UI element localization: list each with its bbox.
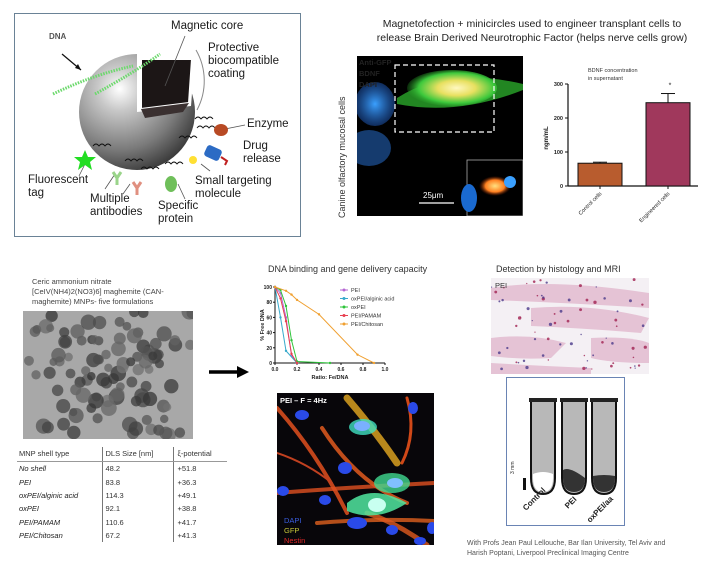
svg-text:1.0: 1.0 — [382, 367, 389, 373]
nanoparticle-illustration — [52, 35, 246, 200]
legend-nestin: Nestin — [284, 536, 306, 545]
legend-dapi: DAPI — [359, 80, 377, 89]
acknowledgement-credit: With Profs Jean Paul Lellouche, Bar Ilan… — [467, 540, 666, 557]
table-header-row: MNP shell type DLS Size [nm] ξ-potential — [17, 447, 227, 462]
legend-dapi: DAPI — [284, 516, 302, 525]
neuron-fluorescence-micrograph: PEI – F = 4Hz DAPI GFP Nestin — [277, 393, 434, 545]
header-dls-size: DLS Size [nm] — [101, 447, 174, 462]
svg-text:0.8: 0.8 — [360, 367, 367, 373]
enzyme-label: Enzyme — [247, 118, 289, 130]
micrograph-y-label: Canine olfactory mucosal cells — [337, 96, 347, 218]
svg-text:Control cells: Control cells — [578, 191, 604, 217]
fluorescent-tag-label: Fluorescent tag — [28, 174, 89, 199]
svg-text:BDNF concentration: BDNF concentration — [588, 68, 638, 74]
svg-text:40: 40 — [266, 331, 272, 337]
legend-anti-gfp: Anti-GFP — [359, 58, 392, 67]
header-zeta-potential: ξ-potential — [173, 447, 227, 462]
mnp-properties-table: MNP shell type DLS Size [nm] ξ-potential… — [17, 447, 227, 543]
table-row: No shell 48.2 +51.8 — [17, 461, 227, 476]
svg-text:% Free DNA: % Free DNA — [260, 309, 266, 341]
svg-text:100: 100 — [554, 150, 563, 156]
histology-label: PEI — [495, 281, 508, 290]
svg-text:0.6: 0.6 — [338, 367, 345, 373]
table-row: PEI/PAMAM 110.6 +41.7 — [17, 515, 227, 529]
specific-protein-icon — [165, 176, 177, 192]
antibody-icon-2 — [131, 181, 143, 195]
bdnf-section-title: Magnetofection + minicircles used to eng… — [376, 18, 688, 44]
dna-label: DNA — [49, 32, 67, 41]
svg-text:Ratio: Fe/DNA: Ratio: Fe/DNA — [312, 375, 349, 380]
drug-capsule-icon — [204, 145, 222, 161]
svg-text:20: 20 — [266, 346, 272, 352]
svg-text:60: 60 — [266, 315, 272, 321]
svg-text:0.4: 0.4 — [316, 367, 323, 373]
svg-text:PEI/Chitosan: PEI/Chitosan — [351, 322, 383, 328]
dna-binding-title: DNA binding and gene delivery capacity — [268, 264, 428, 274]
svg-text:0: 0 — [269, 361, 272, 367]
nanoparticle-diagram-panel: DNA Magnetic core Protective biocompatib… — [14, 13, 301, 237]
svg-text:ngm/mL: ngm/mL — [544, 126, 550, 150]
svg-text:300: 300 — [554, 82, 563, 88]
can-maghemite-description: Ceric ammonium nitrate [CeIV(NH4)2(NO3)6… — [32, 277, 164, 306]
micrograph-condition-label: PEI – F = 4Hz — [280, 396, 327, 405]
table-row: oxPEI/alginic acid 114.3 +49.1 — [17, 488, 227, 503]
header-shell-type: MNP shell type — [17, 447, 102, 462]
svg-text:*: * — [669, 83, 672, 90]
tem-image-nanoparticles — [23, 311, 193, 439]
small-targeting-label: Small targeting molecule — [195, 175, 272, 200]
svg-text:in supernatant: in supernatant — [588, 76, 623, 82]
svg-text:0: 0 — [560, 184, 563, 190]
fluorescence-micrograph-bdnf: Anti-GFP BDNF DAPI 25μm — [357, 56, 523, 216]
table-row: PEI/Chitosan 67.2 +41.3 — [17, 528, 227, 543]
svg-text:PEI/PAMAM: PEI/PAMAM — [351, 314, 382, 320]
mri-scale-label: 3 mm — [510, 461, 516, 475]
svg-text:0.2: 0.2 — [294, 367, 301, 373]
svg-text:oxPEI/alginic acid: oxPEI/alginic acid — [351, 297, 394, 303]
enzyme-icon — [214, 124, 228, 136]
legend-bdnf: BDNF — [359, 69, 380, 78]
table-row: PEI 83.8 +36.3 — [17, 475, 227, 489]
dna-binding-line-chart: 0 20 40 60 80 100 0.0 0.2 0.4 0.6 0.8 1.0 Ratio: Fe/… — [258, 280, 458, 381]
magnetic-core-label: Magnetic core — [171, 20, 244, 32]
svg-text:80: 80 — [266, 300, 272, 306]
mri-tube-image: 3 mm Control PEI oxPEI/aa — [506, 377, 625, 526]
svg-text:PEI: PEI — [351, 288, 360, 294]
bdnf-bar-chart: BDNF concentration in supernatant 0 100 200 3… — [540, 60, 704, 245]
svg-text:100: 100 — [264, 285, 273, 291]
antibody-icon — [111, 171, 123, 185]
svg-text:oxPEI: oxPEI — [351, 305, 366, 311]
svg-text:0.0: 0.0 — [272, 367, 279, 373]
fluorescent-tag-icon — [74, 150, 96, 170]
small-molecule-icon — [189, 156, 197, 164]
svg-text:200: 200 — [554, 116, 563, 122]
scale-bar-label: 25μm — [423, 191, 444, 200]
protective-coating-label: Protective biocompatible coating — [208, 42, 279, 80]
multiple-antibodies-label: Multiple antibodies — [90, 193, 143, 218]
table-row: oxPEI 92.1 +38.8 — [17, 502, 227, 516]
drug-release-label: Drug release — [243, 140, 281, 165]
histology-image: PEI — [491, 278, 649, 374]
legend-gfp: GFP — [284, 526, 300, 535]
right-arrow-icon — [209, 366, 249, 378]
detection-title: Detection by histology and MRI — [496, 264, 621, 274]
specific-protein-label: Specific protein — [158, 200, 199, 225]
svg-text:Engineered cells: Engineered cells — [638, 191, 671, 224]
